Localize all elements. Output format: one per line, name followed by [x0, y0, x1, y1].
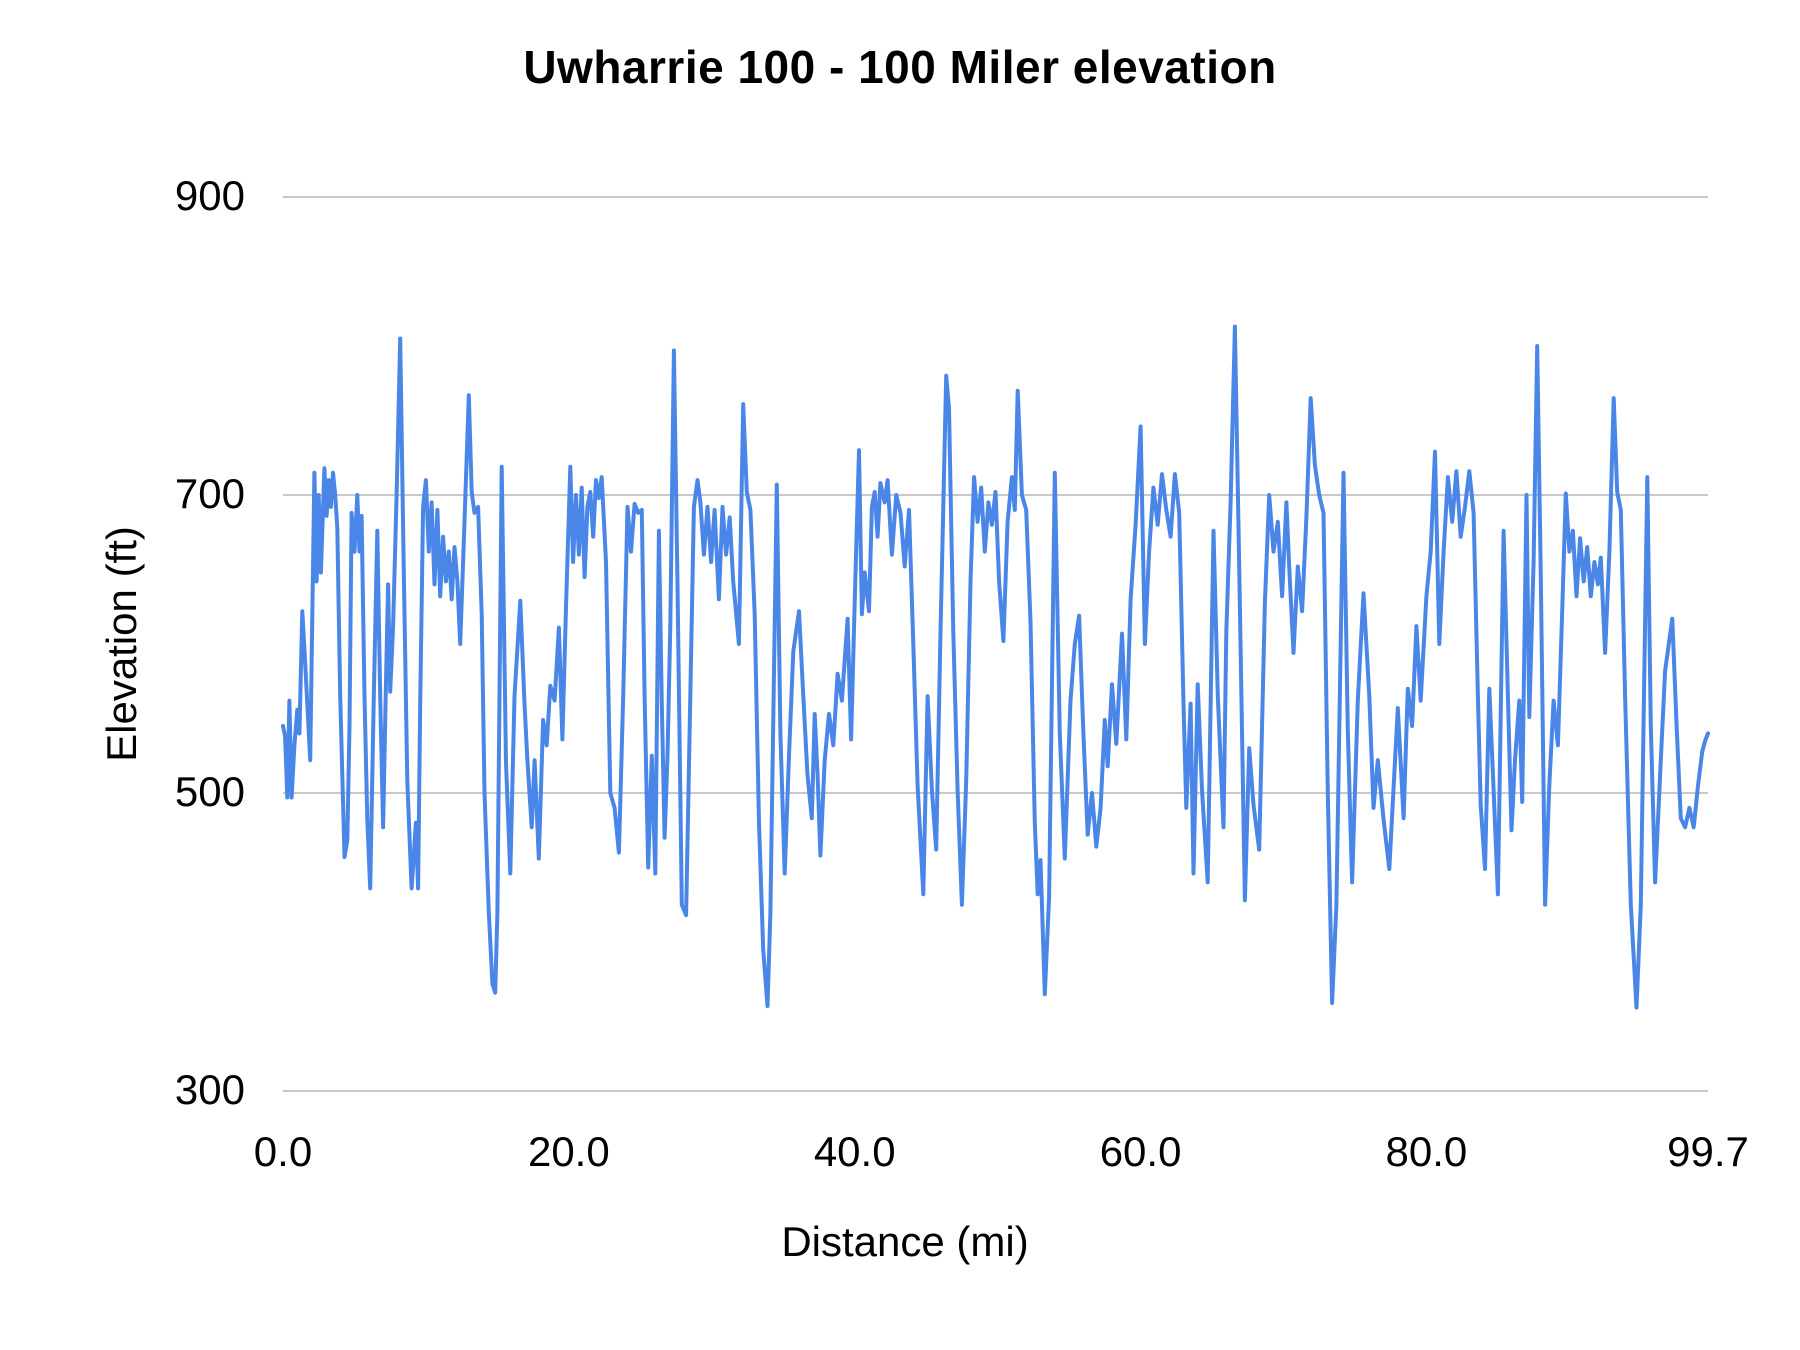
- x-axis-title: Distance (mi): [781, 1218, 1029, 1265]
- y-tick-label-900: 900: [174, 172, 245, 220]
- x-tick-label-80: 80.0: [1385, 1128, 1468, 1175]
- y-axis-title: Elevation (ft): [98, 526, 145, 762]
- elevation-line: [281, 324, 1710, 1010]
- y-tick-label-300: 300: [174, 1066, 245, 1114]
- y-tick-label-700: 700: [174, 470, 245, 518]
- x-tick-label-0: 0.0: [253, 1128, 313, 1175]
- chart-title: Uwharrie 100 - 100 Miler elevation: [523, 41, 1277, 93]
- x-tick-label-60: 60.0: [1099, 1128, 1182, 1175]
- x-tick-label-40: 40.0: [813, 1128, 896, 1175]
- y-tick-label-500: 500: [174, 768, 245, 816]
- x-tick-label-20: 20.0: [527, 1128, 610, 1175]
- x-tick-label-99-7: 99.7: [1667, 1128, 1749, 1175]
